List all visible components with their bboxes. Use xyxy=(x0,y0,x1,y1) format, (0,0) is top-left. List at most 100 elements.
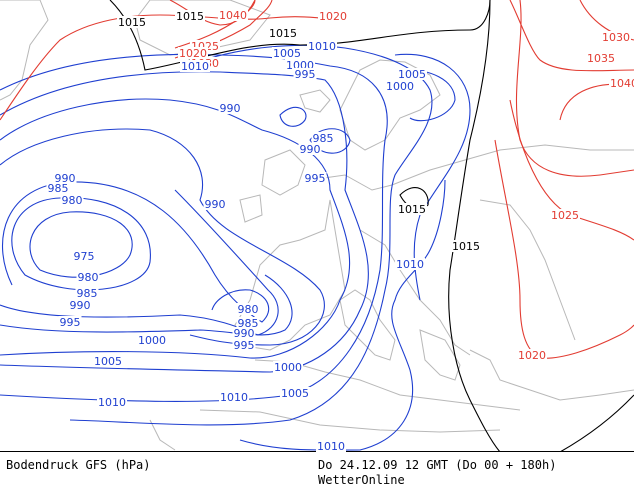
isobar-label-text: 995 xyxy=(295,68,316,81)
isobar-label-bg xyxy=(601,31,631,43)
isobar-label: 985 xyxy=(236,317,260,330)
isobar-label: 1010 xyxy=(219,391,249,404)
isobar-label-bg xyxy=(272,47,302,59)
isobar-label-bg xyxy=(586,52,616,64)
isobar-label: 1020 xyxy=(178,47,208,60)
isobar-label-bg xyxy=(298,143,322,155)
isobar-label-bg xyxy=(137,334,167,346)
isobar-label-text: 995 xyxy=(305,172,326,185)
isobar-label: 1035 xyxy=(586,52,616,65)
isobar-label-text: 1005 xyxy=(398,68,426,81)
isobar-label-bg xyxy=(232,327,256,339)
isobar-labels: 1015 1040 1020 1030 1025 1020 1015 1010 1005 1010… xyxy=(46,9,634,452)
isobar-label-text: 990 xyxy=(205,198,226,211)
isobar-label-bg xyxy=(550,209,580,221)
isobar-label-text: 980 xyxy=(62,194,83,207)
isobar-label-text: 985 xyxy=(77,287,98,300)
isobar-label-text: 990 xyxy=(220,102,241,115)
isobar-label-text: 995 xyxy=(60,316,81,329)
isobar-label-text: 1010 xyxy=(220,391,248,404)
isobar-label-bg xyxy=(180,60,210,72)
isobar-label-bg xyxy=(97,396,127,408)
isobar-label-text: 1035 xyxy=(587,52,615,65)
isobar-label: 1010 xyxy=(316,440,346,452)
isobar-label: 990 xyxy=(298,143,322,156)
isobar-label: 990 xyxy=(203,198,227,211)
isobar-label-bg xyxy=(232,339,256,351)
isobar-label-bg xyxy=(307,40,337,52)
isobar-label-text: 1040 xyxy=(219,9,247,22)
isobar-label: 980 xyxy=(76,271,100,284)
isobar-label: 1000 xyxy=(137,334,167,347)
pressure-map-svg: 1015 1040 1020 1030 1025 1020 1015 1010 1005 1010… xyxy=(0,0,634,452)
isobar-label: 990 xyxy=(232,327,256,340)
isobar-label-text: 1015 xyxy=(176,10,204,23)
isobar-label-text: 1010 xyxy=(317,440,345,452)
isobar-label: 995 xyxy=(232,339,256,352)
brand-label: WetterOnline xyxy=(318,473,405,487)
isobar-label-bg xyxy=(316,440,346,452)
isobar-label-bg xyxy=(609,77,634,89)
product-label: Bodendruck GFS (hPa) xyxy=(6,458,151,472)
isobar-label: 1025 xyxy=(550,209,580,222)
isobar-label-text: 1000 xyxy=(274,361,302,374)
isobar-label-text: 980 xyxy=(238,303,259,316)
isobar-label: 1005 xyxy=(280,387,310,400)
isobar-label-bg xyxy=(219,391,249,403)
isobar-label-bg xyxy=(397,68,427,80)
isobar-label-text: 985 xyxy=(48,182,69,195)
isobar-label-text: 1010 xyxy=(308,40,336,53)
isobar-label-bg xyxy=(53,172,77,184)
isobar-label-bg xyxy=(218,9,248,21)
isobar-label: 995 xyxy=(303,172,327,185)
isobar-label: 980 xyxy=(60,194,84,207)
isobar-label: 1040 xyxy=(609,77,634,90)
isobar-label: 1010 xyxy=(395,258,425,271)
isobar-label-bg xyxy=(268,27,298,39)
isobar-label-bg xyxy=(218,102,242,114)
isobar-label-bg xyxy=(72,250,96,262)
isobar-label-bg xyxy=(117,16,147,28)
isobar-label: 1020 xyxy=(517,349,547,362)
isobar-label-text: 1010 xyxy=(98,396,126,409)
pressure-map: 1015 1040 1020 1030 1025 1020 1015 1010 1005 1010… xyxy=(0,0,634,452)
isobar-label-bg xyxy=(178,47,208,59)
isobar-label-text: 1000 xyxy=(386,80,414,93)
isobar-label-bg xyxy=(236,317,260,329)
valid-time: Do 24.12.09 12 GMT (Do 00 + 180h) xyxy=(318,458,557,472)
isobar-label: 1015 xyxy=(268,27,298,40)
isobar-label: 990 xyxy=(218,102,242,115)
isobar-label-text: 1040 xyxy=(610,77,634,90)
isobar-label: 1010 xyxy=(307,40,337,53)
isobar-label-text: 1015 xyxy=(398,203,426,216)
isobar-label-bg xyxy=(75,287,99,299)
isobar-label: 975 xyxy=(72,250,96,263)
isobar-label: 1040 xyxy=(218,9,248,22)
isobar-label: 990 xyxy=(68,299,92,312)
isobar-label-text: 1015 xyxy=(269,27,297,40)
isobar-label-text: 1020 xyxy=(319,10,347,23)
isobar-label-bg xyxy=(451,240,481,252)
isobar-label-bg xyxy=(60,194,84,206)
isobar-label: 1015 xyxy=(397,203,427,216)
isobar-label: 985 xyxy=(46,182,70,195)
isobar-label-text: 1015 xyxy=(118,16,146,29)
isobar-label: 1010 xyxy=(180,60,210,73)
isobar-label: 995 xyxy=(293,68,317,81)
isobar-label: 990 xyxy=(53,172,77,185)
isobar-label-bg xyxy=(395,258,425,270)
isobar-label-text: 1030 xyxy=(602,31,630,44)
isobar-label-text: 1005 xyxy=(273,47,301,60)
isobar-label: 1015 xyxy=(451,240,481,253)
isobar-label-text: 985 xyxy=(238,317,259,330)
isobar-label: 1005 xyxy=(272,47,302,60)
isobar-label-bg xyxy=(76,271,100,283)
coastlines xyxy=(0,0,634,451)
isobar-label-text: 990 xyxy=(70,299,91,312)
isobar-label: 1000 xyxy=(385,80,415,93)
isobar-label: 1020 xyxy=(318,10,348,23)
isobar-label-bg xyxy=(58,316,82,328)
isobar-label-bg xyxy=(385,80,415,92)
isobar-label-text: 985 xyxy=(313,132,334,145)
isobar-label: 1000 xyxy=(273,361,303,374)
